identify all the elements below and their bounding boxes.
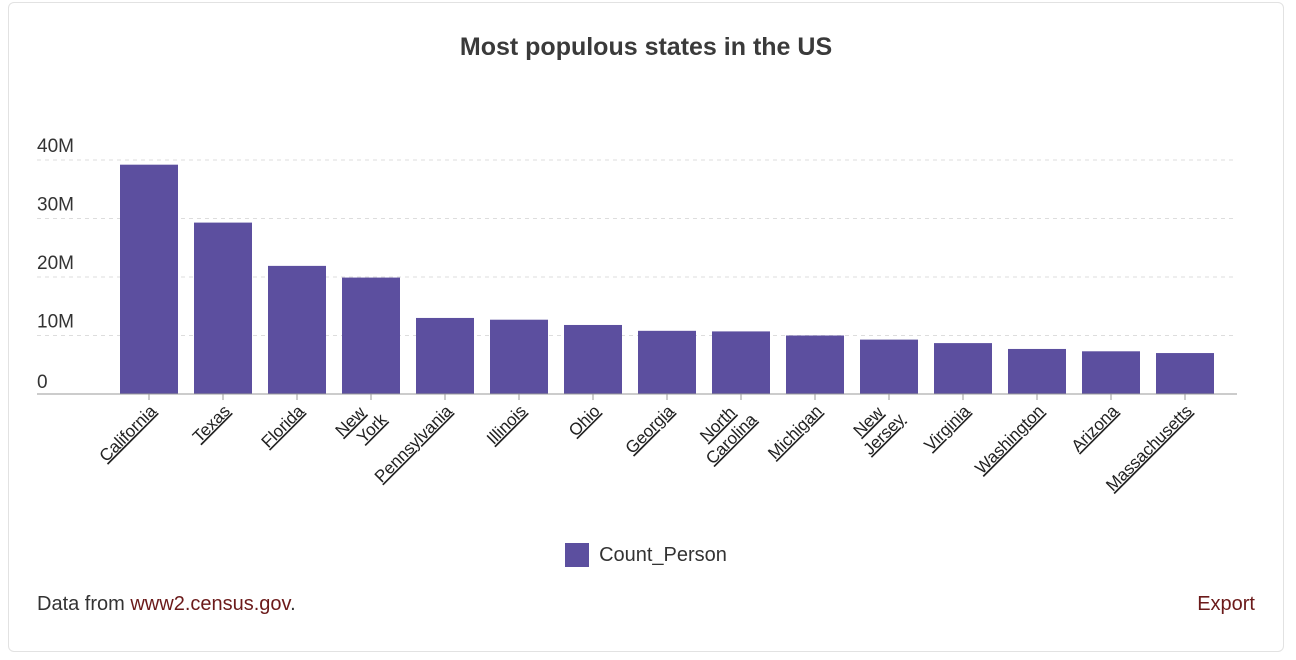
y-tick-label: 20M [37,253,74,274]
bar-michigan[interactable] [786,335,844,395]
bar-ohio[interactable] [564,324,622,394]
bar-north-carolina[interactable] [712,331,770,394]
x-category-label[interactable]: California [96,401,161,466]
chart-title: Most populous states in the US [459,33,833,61]
x-category-label[interactable]: Georgia [622,401,679,458]
y-tick-label: 40M [37,136,74,157]
bar-georgia[interactable] [638,330,696,394]
data-source: Data from www2.census.gov. [37,593,296,616]
legend-label: Count_Person [599,543,727,566]
bar-texas[interactable] [194,222,252,394]
bar-pennsylvania[interactable] [416,317,474,394]
chart-card: Most populous states in the US 0 10M 20M 30… [8,2,1284,652]
x-category-label[interactable]: Texas [189,401,234,446]
x-category-label[interactable]: Ohio [565,401,604,440]
bar-new-jersey[interactable] [860,339,918,394]
x-category-label[interactable]: NewJersey [845,395,909,458]
x-category-label[interactable]: Florida [258,401,309,452]
x-category-label[interactable]: Michigan [764,401,826,463]
bar-virginia[interactable] [934,343,992,394]
y-tick-label: 0 [37,372,48,393]
x-category-label[interactable]: NorthCarolina [688,395,761,468]
source-suffix: . [290,593,296,615]
legend-swatch [565,543,590,567]
legend: Count_Person [9,543,1283,572]
x-category-label[interactable]: NewYork [332,395,391,454]
x-category-label[interactable]: Washington [971,401,1047,477]
source-prefix: Data from [37,593,131,615]
x-category-label[interactable]: Illinois [483,401,530,448]
y-tick-label: 10M [37,312,74,333]
x-category-label[interactable]: Virginia [921,401,975,455]
x-category-label[interactable]: Arizona [1068,401,1123,456]
bar-washington[interactable] [1008,348,1066,394]
source-link[interactable]: www2.census.gov [130,593,291,615]
bar-california[interactable] [120,164,178,394]
bar-arizona[interactable] [1082,351,1140,394]
bar-illinois[interactable] [490,319,548,394]
bar-massachusetts[interactable] [1156,353,1214,394]
x-category-label[interactable]: Pennsylvania [371,401,456,486]
bar-new-york[interactable] [342,277,400,394]
export-link[interactable]: Export [1197,593,1255,615]
bar-chart: 0 10M 20M 30M 40M California Texas Florida NewYo… [37,136,1237,495]
bar-florida[interactable] [268,265,326,394]
y-tick-label: 30M [37,195,74,216]
